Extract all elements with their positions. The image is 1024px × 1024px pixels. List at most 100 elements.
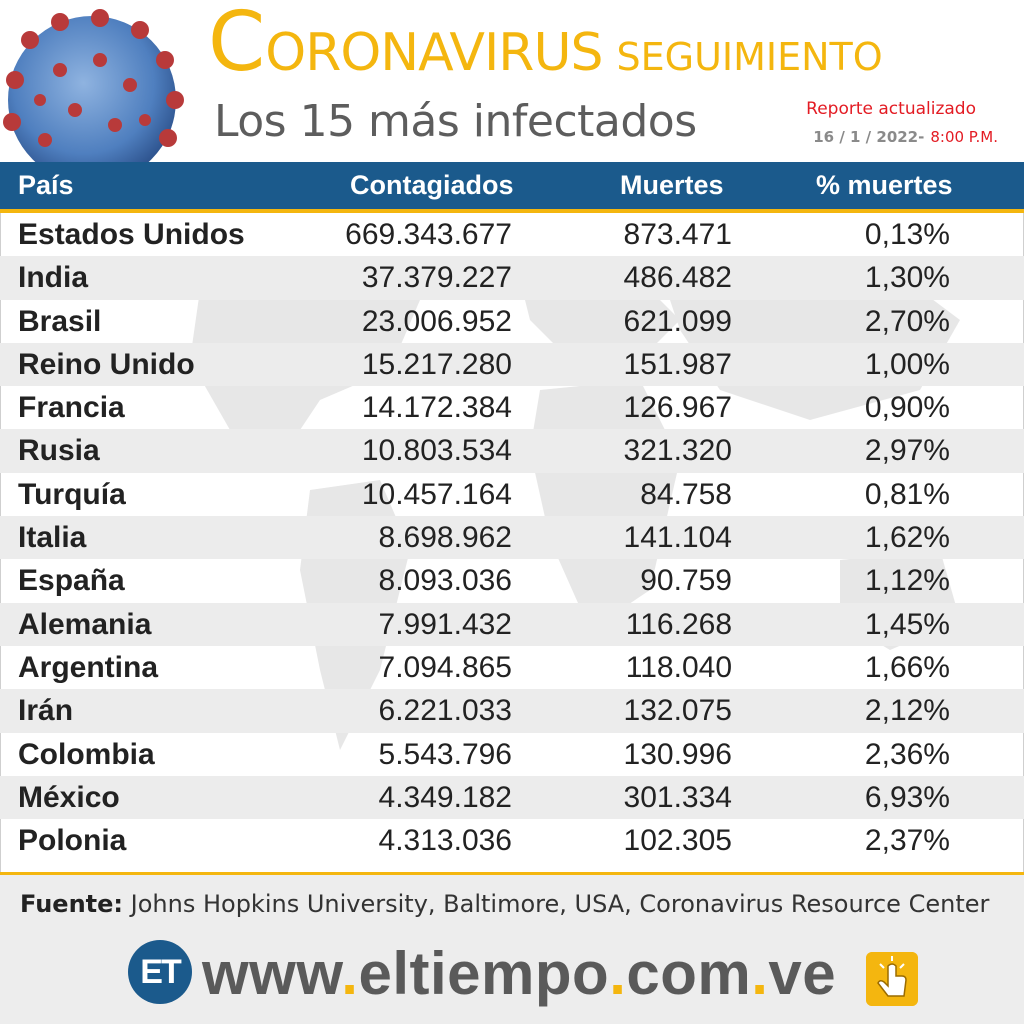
table-body: Estados Unidos 669.343.677 873.471 0,13% In… [0, 213, 1024, 862]
country-cell: Estados Unidos [18, 218, 245, 251]
url-part: ve [768, 940, 837, 1007]
country-cell: Polonia [18, 824, 127, 858]
cases-cell: 37.379.227 [361, 261, 512, 295]
table-row: Francia 14.172.384 126.967 0,90% [0, 386, 1024, 429]
url-dot: . [751, 940, 769, 1007]
footer: ET www.eltiempo.com.ve [0, 930, 1024, 1024]
cases-cell: 4.313.036 [378, 824, 512, 858]
cases-cell: 10.803.534 [361, 434, 512, 468]
source-value: Johns Hopkins University, Baltimore, USA… [130, 890, 990, 918]
deaths-cell: 621.099 [623, 304, 732, 338]
url-part: eltiempo [358, 940, 610, 1007]
deaths-cell: 151.987 [623, 347, 732, 381]
pct-cell: 0,81% [864, 477, 950, 511]
hand-click-icon[interactable] [866, 952, 918, 1006]
pct-cell: 1,12% [864, 564, 950, 598]
coronavirus-illustration [3, 9, 184, 162]
deaths-cell: 118.040 [625, 650, 732, 684]
deaths-cell: 102.305 [623, 824, 732, 858]
title-main: ORONAVIRUS [265, 23, 603, 83]
source-bar: Fuente: Johns Hopkins University, Baltim… [0, 872, 1024, 933]
country-cell: México [18, 780, 120, 814]
cases-cell: 6.221.033 [378, 694, 512, 728]
country-cell: Turquía [18, 477, 126, 511]
cases-cell: 14.172.384 [361, 391, 512, 425]
country-cell: Colombia [18, 737, 155, 771]
cases-cell: 7.991.432 [378, 607, 512, 641]
table-row: Colombia 5.543.796 130.996 2,36% [0, 733, 1024, 776]
deaths-cell: 116.268 [625, 607, 732, 641]
cases-cell: 669.343.677 [345, 218, 512, 251]
table-row: Turquía 10.457.164 84.758 0,81% [0, 473, 1024, 516]
table-row: Reino Unido 15.217.280 151.987 1,00% [0, 342, 1024, 387]
website-url[interactable]: www.eltiempo.com.ve [202, 934, 836, 1014]
report-time: 8:00 P.M. [930, 128, 998, 146]
pct-cell: 2,70% [864, 304, 950, 338]
title-initial: C [208, 0, 266, 90]
subtitle: Los 15 más infectados [214, 96, 697, 147]
deaths-cell: 486.482 [623, 261, 732, 295]
et-logo: ET [128, 940, 192, 1004]
pct-cell: 6,93% [864, 780, 950, 814]
table-row: Alemania 7.991.432 116.268 1,45% [0, 602, 1024, 646]
country-cell: Italia [18, 521, 87, 555]
table-row: Brasil 23.006.952 621.099 2,70% [0, 300, 1024, 343]
country-cell: España [18, 564, 125, 598]
deaths-cell: 321.320 [623, 434, 732, 468]
table-row: España 8.093.036 90.759 1,12% [0, 559, 1024, 602]
country-cell: Francia [18, 391, 125, 425]
pct-cell: 1,62% [864, 521, 950, 555]
column-header-pct: % muertes [816, 170, 953, 200]
country-cell: India [18, 261, 89, 295]
pct-cell: 0,90% [864, 391, 950, 425]
source-text: Fuente: Johns Hopkins University, Baltim… [20, 875, 989, 933]
pct-cell: 2,36% [864, 737, 950, 771]
pct-cell: 1,66% [864, 650, 950, 684]
pct-cell: 2,12% [864, 694, 950, 728]
url-part: com [626, 940, 752, 1007]
table-row: Argentina 7.094.865 118.040 1,66% [0, 646, 1024, 689]
table-row: Irán 6.221.033 132.075 2,12% [0, 689, 1024, 733]
cases-cell: 7.094.865 [378, 650, 512, 684]
pct-cell: 1,30% [864, 261, 950, 295]
table-row: India 37.379.227 486.482 1,30% [0, 256, 1024, 300]
cases-cell: 23.006.952 [361, 304, 512, 338]
country-cell: Rusia [18, 434, 100, 468]
cases-cell: 10.457.164 [361, 477, 512, 511]
country-cell: Argentina [18, 650, 159, 684]
pct-cell: 1,45% [864, 607, 950, 641]
url-dot: . [609, 940, 627, 1007]
table-header: País Contagiados Muertes % muertes [0, 162, 1024, 213]
country-cell: Brasil [18, 304, 102, 338]
table-row: México 4.349.182 301.334 6,93% [0, 775, 1024, 820]
cases-cell: 8.698.962 [378, 521, 512, 555]
country-cell: Irán [18, 694, 74, 728]
report-label: Reporte actualizado [806, 99, 976, 119]
url-part: www [202, 940, 342, 1007]
header: CORONAVIRUS SEGUIMIENTO Los 15 más infect… [0, 0, 1024, 162]
deaths-cell: 132.075 [623, 694, 732, 728]
table-row: Estados Unidos 669.343.677 873.471 0,13% [0, 213, 1024, 256]
cases-cell: 8.093.036 [378, 564, 512, 598]
pct-cell: 1,00% [864, 347, 950, 381]
pct-cell: 2,37% [864, 824, 950, 858]
table-row: Rusia 10.803.534 321.320 2,97% [0, 429, 1024, 473]
cases-cell: 4.349.182 [378, 780, 512, 814]
table-row: Polonia 4.313.036 102.305 2,37% [0, 819, 1024, 862]
deaths-cell: 126.967 [623, 391, 732, 425]
deaths-cell: 130.996 [623, 737, 732, 771]
title: CORONAVIRUS SEGUIMIENTO [208, 2, 883, 98]
source-label: Fuente: [20, 890, 123, 918]
url-dot: . [341, 940, 359, 1007]
column-header-cases: Contagiados [350, 170, 514, 200]
deaths-cell: 90.759 [640, 564, 732, 598]
pct-cell: 0,13% [864, 218, 950, 251]
pct-cell: 2,97% [864, 434, 950, 468]
deaths-cell: 141.104 [623, 521, 732, 555]
column-header-deaths: Muertes [620, 170, 724, 200]
deaths-cell: 301.334 [623, 780, 732, 814]
deaths-cell: 84.758 [640, 477, 732, 511]
report-date-value: 16 / 1 / 2022- [813, 128, 925, 146]
deaths-cell: 873.471 [623, 218, 732, 251]
table-row: Italia 8.698.962 141.104 1,62% [0, 516, 1024, 560]
